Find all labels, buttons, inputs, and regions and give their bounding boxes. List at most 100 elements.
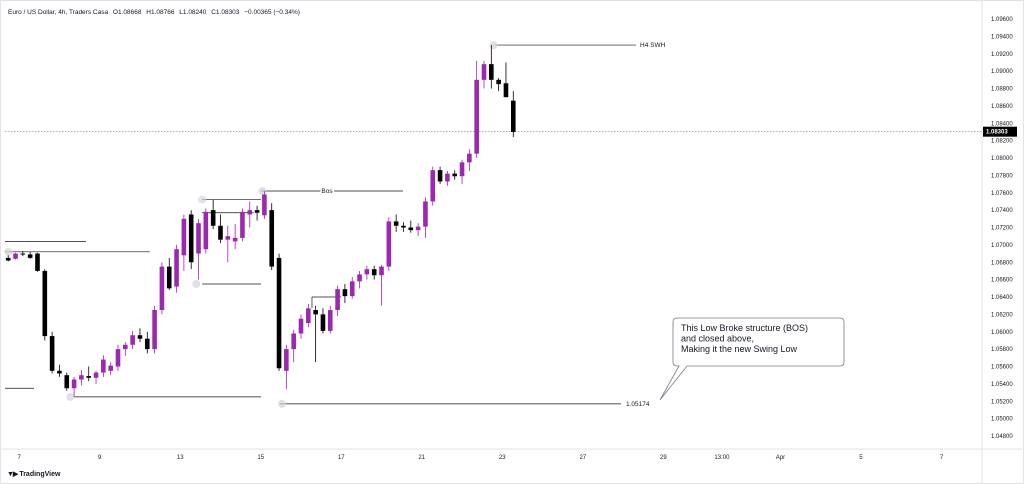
candle-body[interactable] <box>437 170 443 182</box>
candle-body[interactable] <box>108 365 113 371</box>
candle-body[interactable] <box>335 289 340 311</box>
candle-body[interactable] <box>327 310 333 331</box>
candle-body[interactable] <box>401 225 406 228</box>
candle-body[interactable] <box>166 266 172 289</box>
candle-body[interactable] <box>320 314 326 331</box>
candle-body[interactable] <box>210 210 216 226</box>
bos-label: Bos <box>321 188 333 195</box>
candle-body[interactable] <box>137 335 143 339</box>
candle-body[interactable] <box>188 214 194 263</box>
candle-body[interactable] <box>364 269 370 275</box>
candle-body[interactable] <box>13 253 18 259</box>
tradingview-brand[interactable]: ▼▶ TradingView <box>7 470 60 479</box>
marker-circle[interactable] <box>66 392 75 401</box>
candle-body[interactable] <box>123 344 128 350</box>
symbol-title[interactable]: Euro / US Dollar, 4h, Traders Casa <box>8 9 109 16</box>
candle-body[interactable] <box>203 211 209 250</box>
candle-body[interactable] <box>152 310 157 350</box>
price-tick-label: 1.07000 <box>991 243 1013 249</box>
high-value: H1.08766 <box>146 9 175 16</box>
candle-body[interactable] <box>42 270 48 337</box>
change-value: −0.00365 (−0.34%) <box>244 9 300 16</box>
candle-body[interactable] <box>269 210 275 267</box>
candle-body[interactable] <box>445 173 450 182</box>
candle-body[interactable] <box>349 281 355 297</box>
candle-body[interactable] <box>342 289 348 297</box>
candle-body[interactable] <box>489 64 494 80</box>
candle-body[interactable] <box>262 194 267 216</box>
time-tick-label: 9 <box>98 455 102 461</box>
candle-body[interactable] <box>379 266 384 276</box>
candle-body[interactable] <box>240 211 245 238</box>
candle-body[interactable] <box>306 308 311 324</box>
candle-body[interactable] <box>423 201 428 227</box>
candle-body[interactable] <box>130 335 135 345</box>
candle-body[interactable] <box>371 269 377 276</box>
time-tick-label: 21 <box>418 455 425 461</box>
candle-body[interactable] <box>64 375 70 389</box>
candle-body[interactable] <box>386 221 392 267</box>
time-tick-label: 17 <box>338 455 345 461</box>
candle-body[interactable] <box>481 64 487 80</box>
marker-circle[interactable] <box>258 187 267 196</box>
candle-body[interactable] <box>276 257 282 369</box>
candle-body[interactable] <box>298 318 304 334</box>
current-price-tag <box>983 126 1017 137</box>
marker-circle[interactable] <box>4 247 13 256</box>
candle-body[interactable] <box>510 100 516 132</box>
candle-body[interactable] <box>247 210 253 215</box>
price-tick-label: 1.05200 <box>991 399 1013 405</box>
candle-body[interactable] <box>503 83 509 98</box>
candle-body[interactable] <box>467 153 472 163</box>
candle-body[interactable] <box>430 170 436 202</box>
candle-body[interactable] <box>474 79 479 154</box>
candle-body[interactable] <box>452 173 458 177</box>
callout-note[interactable] <box>659 317 845 401</box>
symbol-legend: Euro / US Dollar, 4h, Traders Casa O1.08… <box>8 9 303 16</box>
price-tick-label: 1.08200 <box>991 139 1013 145</box>
candle-body[interactable] <box>5 257 11 261</box>
candle-body[interactable] <box>415 226 421 231</box>
candle-body[interactable] <box>291 333 296 350</box>
marker-circle[interactable] <box>489 41 498 50</box>
price-tick-label: 1.05000 <box>991 417 1013 423</box>
candle-body[interactable] <box>93 372 99 378</box>
candle-body[interactable] <box>357 274 362 282</box>
candle-body[interactable] <box>57 370 62 374</box>
candle-body[interactable] <box>20 253 26 255</box>
candle-body[interactable] <box>144 338 150 350</box>
price-tick-label: 1.05600 <box>991 365 1013 371</box>
candle-body[interactable] <box>181 218 187 256</box>
candle-body[interactable] <box>459 162 465 177</box>
candle-body[interactable] <box>71 379 77 389</box>
candle-body[interactable] <box>313 310 318 315</box>
price-tick-label: 1.09000 <box>991 69 1013 75</box>
marker-circle[interactable] <box>198 195 207 204</box>
candle-body[interactable] <box>49 336 55 371</box>
candle-body[interactable] <box>232 237 238 242</box>
candle-body[interactable] <box>79 375 84 380</box>
candle-body[interactable] <box>27 254 33 258</box>
candle-body[interactable] <box>408 227 414 231</box>
price-tick-label: 1.05400 <box>991 382 1013 388</box>
candle-body[interactable] <box>86 376 92 378</box>
candle-body[interactable] <box>196 223 201 254</box>
candle-body[interactable] <box>393 221 399 226</box>
h4-swh-label: H4 SWH <box>640 42 666 49</box>
marker-circle[interactable] <box>277 399 286 408</box>
candle-body[interactable] <box>174 249 179 287</box>
marker-circle[interactable] <box>192 279 201 288</box>
candle-body[interactable] <box>115 349 121 367</box>
candle-body[interactable] <box>101 359 106 373</box>
candle-body[interactable] <box>159 266 165 311</box>
time-tick-label: Apr <box>776 455 785 461</box>
price-tick-label: 1.07200 <box>991 226 1013 232</box>
candle-body[interactable] <box>284 349 289 371</box>
candle-body[interactable] <box>496 79 501 85</box>
time-tick-label: 7 <box>940 455 944 461</box>
candle-body[interactable] <box>35 253 40 271</box>
candle-body[interactable] <box>218 225 223 240</box>
candle-body[interactable] <box>225 236 231 240</box>
candle-body[interactable] <box>254 210 260 213</box>
